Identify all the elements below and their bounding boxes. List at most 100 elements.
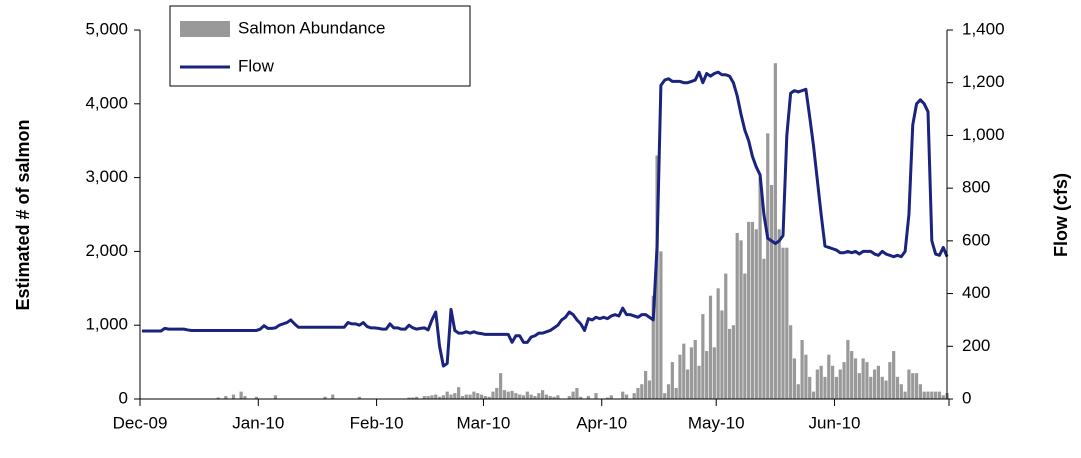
bar	[861, 358, 865, 399]
bar	[273, 395, 278, 399]
bar	[853, 358, 858, 399]
bar	[926, 391, 930, 399]
bar	[567, 396, 571, 399]
bar	[224, 396, 228, 399]
bar	[941, 395, 945, 399]
bar	[876, 365, 881, 399]
x-tick-label: Mar-10	[457, 413, 511, 432]
bar	[655, 155, 659, 399]
bar	[415, 396, 419, 399]
bar	[834, 376, 839, 399]
y2-tick-label: 800	[962, 178, 990, 197]
bar	[727, 328, 732, 399]
bar	[594, 393, 598, 399]
bar	[766, 133, 770, 399]
bar	[685, 369, 690, 399]
bar	[869, 376, 873, 399]
bar	[731, 325, 736, 399]
bar	[838, 369, 842, 399]
bar	[571, 391, 575, 399]
y-tick-label: 0	[119, 388, 128, 407]
bar	[907, 369, 911, 399]
bar	[880, 376, 884, 399]
bar	[773, 63, 777, 400]
y2-tick-label: 600	[962, 230, 990, 249]
bar	[624, 394, 629, 399]
bar	[899, 384, 903, 399]
x-tick-label: Jun-10	[809, 413, 861, 432]
bar	[781, 247, 785, 399]
bar	[239, 391, 243, 399]
bar	[903, 391, 907, 399]
lines	[141, 70, 949, 368]
bar	[720, 310, 724, 399]
flow-line	[141, 70, 949, 368]
bar	[445, 391, 449, 399]
bar	[857, 373, 861, 399]
bar	[819, 365, 823, 399]
bar	[846, 339, 850, 399]
bar	[426, 396, 430, 399]
legend-box	[169, 5, 471, 87]
bar	[437, 396, 442, 399]
bar	[701, 314, 705, 399]
bar	[483, 396, 487, 399]
bar	[575, 387, 579, 399]
bar	[785, 247, 789, 399]
y-tick-label: 2,000	[85, 241, 128, 260]
bar	[800, 339, 804, 399]
bar	[472, 391, 476, 399]
bar	[865, 362, 869, 399]
bar	[739, 240, 743, 399]
x-tick-label: Feb-10	[350, 413, 404, 432]
bars	[216, 63, 949, 400]
bar	[243, 396, 247, 399]
bar	[449, 394, 453, 399]
bar	[548, 396, 552, 399]
bar	[357, 396, 362, 399]
y-tick-label: 1,000	[85, 315, 128, 334]
x-tick-label: Dec-09	[113, 413, 168, 432]
bar	[659, 251, 663, 399]
bar	[609, 395, 613, 399]
bar	[678, 354, 682, 399]
x-tick-label: Apr-10	[576, 413, 627, 432]
bar	[529, 394, 533, 399]
bar	[453, 393, 457, 399]
bar	[670, 362, 674, 399]
bar	[892, 351, 896, 399]
x-tick-label: Jan-10	[232, 413, 284, 432]
bar	[644, 370, 648, 399]
bar	[682, 343, 686, 399]
bar	[514, 393, 518, 399]
bar	[464, 394, 468, 399]
legend-label: Flow	[238, 56, 275, 75]
y2-tick-label: 1,200	[962, 72, 1005, 91]
bar	[747, 221, 751, 399]
bar	[502, 390, 507, 399]
y2-tick-label: 1,000	[962, 125, 1005, 144]
bar	[586, 396, 590, 399]
legend-label: Salmon Abundance	[238, 18, 385, 37]
bar	[525, 391, 529, 399]
bar	[708, 295, 713, 399]
bar	[468, 394, 472, 399]
bar	[647, 380, 652, 399]
bar	[460, 396, 465, 399]
bar	[716, 288, 720, 399]
bar	[605, 397, 610, 399]
bar	[231, 394, 236, 399]
axes	[139, 30, 949, 400]
bar	[811, 391, 816, 399]
bar	[937, 391, 942, 399]
legend-swatch	[180, 21, 230, 37]
bar	[769, 184, 774, 399]
bar	[888, 362, 892, 399]
bar	[441, 395, 445, 399]
bar	[666, 384, 671, 399]
bar	[911, 373, 915, 399]
bar	[918, 384, 922, 399]
bar	[827, 354, 831, 399]
bar	[476, 393, 480, 399]
